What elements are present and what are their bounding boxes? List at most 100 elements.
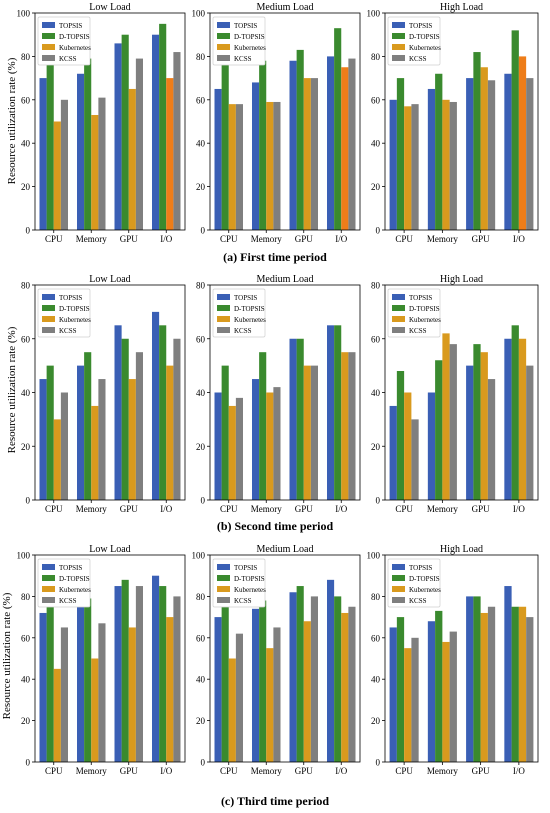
bar-kubernetes-memory bbox=[91, 658, 99, 762]
legend-label-kcss: KCSS bbox=[59, 597, 77, 605]
legend-box bbox=[37, 558, 91, 608]
y-tick-label: 20 bbox=[21, 442, 31, 452]
bar-d-topsis-cpu bbox=[46, 60, 54, 230]
legend-label-topsis: TOPSIS bbox=[234, 294, 257, 302]
legend-box bbox=[212, 558, 266, 608]
bar-kcss-gpu bbox=[135, 352, 143, 500]
x-tick-label: GPU bbox=[295, 234, 314, 244]
bar-kcss-memory bbox=[449, 101, 457, 230]
bar-kcss-gpu bbox=[310, 78, 318, 230]
bar-kcss-memory bbox=[273, 387, 281, 500]
legend-label-d-topsis: D-TOPSIS bbox=[234, 33, 265, 41]
legend-label-kubernetes: Kubernetes bbox=[234, 586, 266, 594]
legend-label-kubernetes: Kubernetes bbox=[59, 586, 91, 594]
bar-d-topsis-io bbox=[159, 325, 167, 500]
x-tick-label: Memory bbox=[251, 766, 282, 776]
y-tick-label: 100 bbox=[17, 551, 31, 561]
legend-swatch-kubernetes bbox=[42, 586, 55, 592]
chart-second-low-load: 0 20 40 60 80 CPU Memory GPU I/O Low Load TOPSIS D-… bbox=[21, 274, 186, 514]
x-tick-label: GPU bbox=[295, 504, 314, 514]
bar-kubernetes-gpu bbox=[480, 67, 488, 230]
legend-box bbox=[212, 16, 266, 66]
legend-label-kubernetes: Kubernetes bbox=[234, 44, 266, 52]
bar-d-topsis-gpu bbox=[296, 49, 304, 230]
x-tick-label: GPU bbox=[120, 504, 139, 514]
bar-d-topsis-gpu bbox=[473, 52, 481, 231]
y-tick-label: 100 bbox=[17, 9, 31, 19]
bar-kubernetes-io bbox=[166, 365, 174, 500]
chart-third-high-load: 0 20 40 60 80 100 CPU Memory GPU I/O High Load TOPS… bbox=[367, 544, 539, 776]
x-tick-label: Memory bbox=[427, 504, 458, 514]
bar-d-topsis-io bbox=[334, 28, 342, 230]
y-tick-label: 0 bbox=[201, 226, 206, 236]
bar-kcss-cpu bbox=[60, 392, 68, 500]
y-tick-label: 60 bbox=[371, 95, 381, 105]
chart-third-low-load: 0 20 40 60 80 100 CPU Memory GPU I/O Low Load TOPSI… bbox=[17, 544, 186, 776]
legend-label-topsis: TOPSIS bbox=[59, 294, 82, 302]
bar-kcss-cpu bbox=[411, 419, 419, 500]
y-tick-label: 40 bbox=[21, 388, 31, 398]
bar-d-topsis-memory bbox=[84, 598, 92, 762]
bar-kubernetes-cpu bbox=[404, 648, 412, 762]
x-tick-label: I/O bbox=[335, 234, 347, 244]
y-tick-label: 40 bbox=[196, 675, 206, 685]
y-tick-label: 60 bbox=[196, 334, 206, 344]
legend-label-kubernetes: Kubernetes bbox=[409, 586, 441, 594]
legend-label-d-topsis: D-TOPSIS bbox=[59, 33, 90, 41]
legend-label-kcss: KCSS bbox=[409, 55, 427, 63]
bar-d-topsis-memory bbox=[259, 60, 267, 230]
bar-kcss-gpu bbox=[487, 80, 496, 231]
legend-swatch-kubernetes bbox=[42, 44, 55, 50]
bar-topsis-io bbox=[327, 56, 335, 231]
y-tick-label: 80 bbox=[21, 592, 31, 602]
x-tick-label: I/O bbox=[160, 766, 172, 776]
y-tick-label: 100 bbox=[192, 551, 206, 561]
bar-topsis-memory bbox=[427, 392, 436, 500]
bar-topsis-memory bbox=[77, 365, 85, 500]
x-tick-label: Memory bbox=[251, 504, 282, 514]
plot-frame bbox=[209, 554, 361, 763]
bar-kubernetes-gpu bbox=[303, 621, 311, 762]
legend-swatch-topsis bbox=[392, 22, 405, 28]
legend-swatch-d-topsis bbox=[392, 33, 405, 39]
y-tick-label: 100 bbox=[367, 9, 381, 19]
bar-d-topsis-cpu bbox=[221, 65, 229, 230]
bar-kubernetes-memory bbox=[442, 333, 450, 500]
bar-d-topsis-cpu bbox=[46, 600, 54, 762]
bar-topsis-gpu bbox=[114, 43, 122, 230]
bar-d-topsis-memory bbox=[84, 58, 92, 230]
bar-kcss-cpu bbox=[411, 637, 419, 762]
bar-d-topsis-cpu bbox=[396, 617, 405, 762]
bar-kcss-io bbox=[348, 606, 356, 762]
bar-d-topsis-io bbox=[334, 325, 342, 500]
bar-kcss-memory bbox=[273, 101, 281, 230]
chart-title: Medium Load bbox=[257, 2, 314, 13]
bar-kubernetes-memory bbox=[266, 101, 274, 230]
x-tick-label: CPU bbox=[220, 234, 238, 244]
x-tick-label: I/O bbox=[513, 766, 525, 776]
bar-topsis-memory bbox=[252, 379, 260, 500]
chart-first-low-load: 0 20 40 60 80 100 CPU Memory GPU I/O Low Load TOPSI… bbox=[17, 2, 186, 244]
x-tick-label: CPU bbox=[45, 504, 63, 514]
y-tick-label: 100 bbox=[367, 551, 381, 561]
y-tick-label: 0 bbox=[376, 226, 381, 236]
y-tick-label: 100 bbox=[192, 9, 206, 19]
x-tick-label: I/O bbox=[335, 766, 347, 776]
bar-topsis-io bbox=[152, 575, 160, 762]
bar-kcss-io bbox=[526, 78, 534, 230]
bar-kubernetes-cpu bbox=[404, 392, 412, 500]
chart-title: Medium Load bbox=[257, 544, 314, 555]
bar-kubernetes-memory bbox=[442, 99, 450, 230]
bar-kubernetes-memory bbox=[266, 648, 274, 762]
bar-topsis-gpu bbox=[466, 78, 474, 230]
y-tick-label: 80 bbox=[196, 52, 206, 62]
legend-swatch-kcss bbox=[217, 55, 230, 61]
bar-d-topsis-cpu bbox=[396, 371, 405, 500]
legend-swatch-kcss bbox=[217, 597, 230, 603]
legend-swatch-d-topsis bbox=[42, 305, 55, 311]
bar-kcss-io bbox=[173, 338, 181, 500]
x-tick-label: GPU bbox=[295, 766, 314, 776]
chart-first-medium-load: 0 20 40 60 80 100 CPU Memory GPU I/O Medium Load TO… bbox=[192, 2, 361, 244]
bar-d-topsis-io bbox=[511, 325, 519, 500]
